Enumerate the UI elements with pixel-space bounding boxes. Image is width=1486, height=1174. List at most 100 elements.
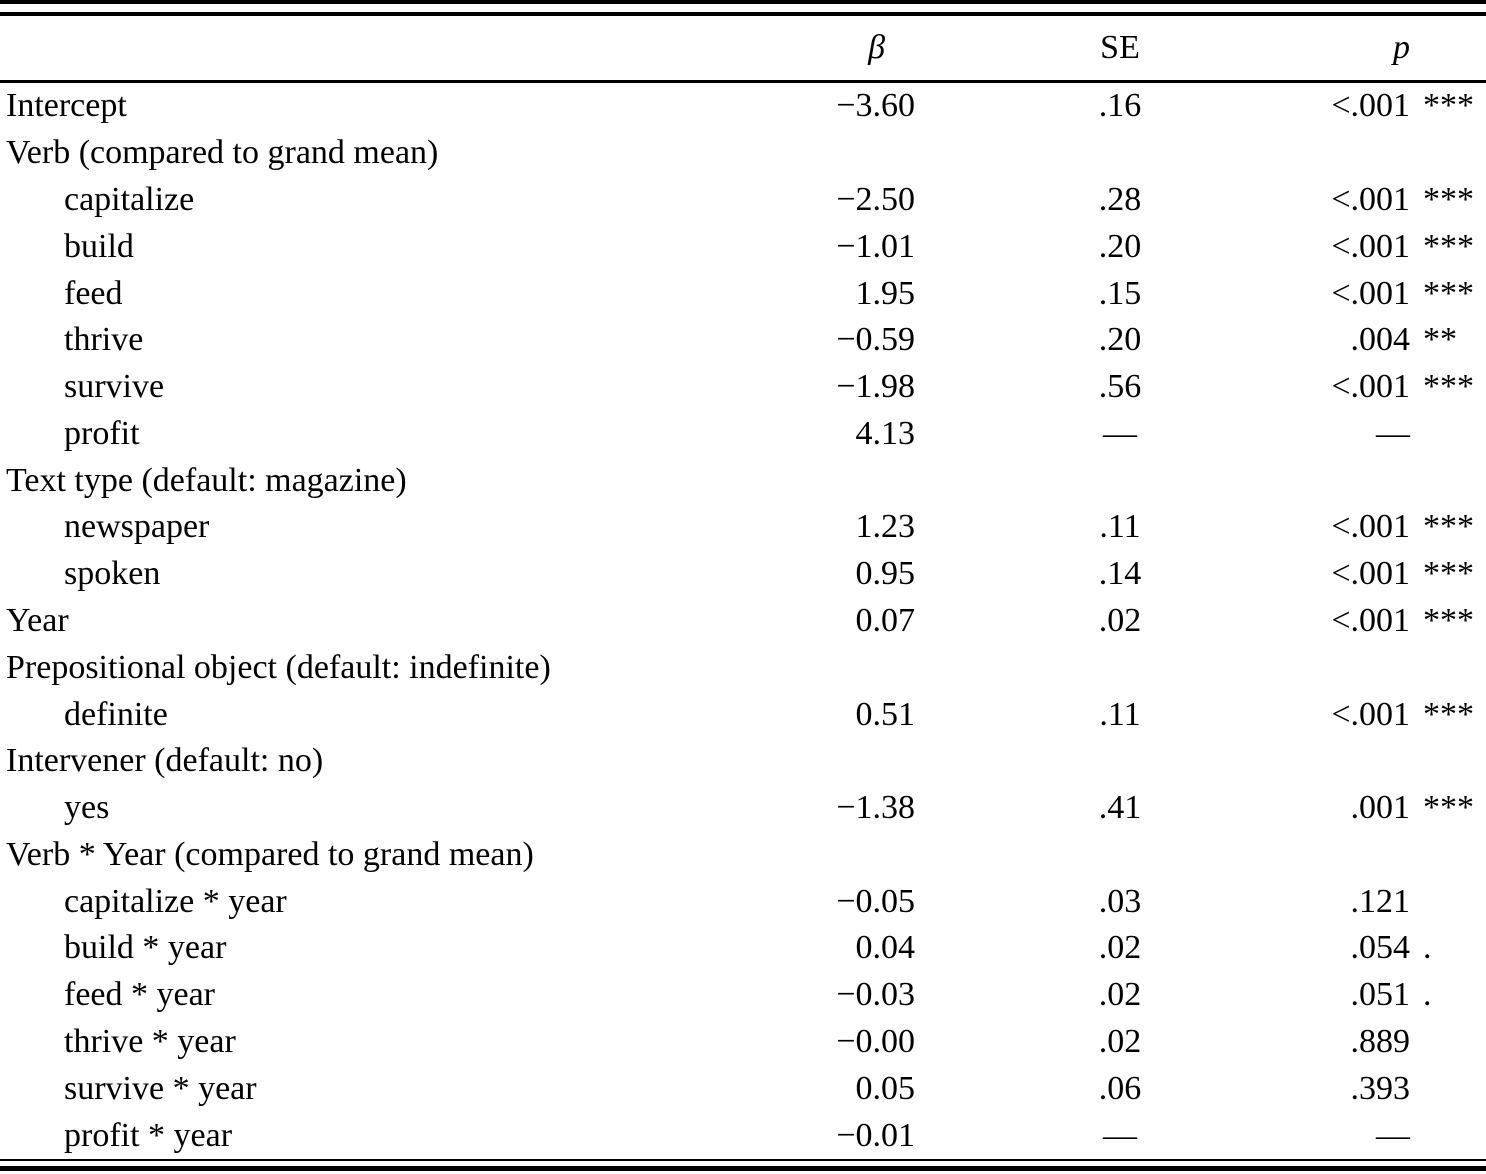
row-label: build * year <box>64 929 227 967</box>
beta-value: −1.98 <box>836 368 915 406</box>
header-se: SE <box>1100 29 1140 66</box>
beta-value: 1.23 <box>855 508 916 546</box>
row-label: profit * year <box>64 1116 233 1154</box>
p-value: — <box>1376 1116 1410 1154</box>
table-row: capitalize −2.50 .28 <.001 *** <box>0 177 1486 224</box>
row-label: thrive * year <box>64 1023 236 1061</box>
bottom-rule-inner <box>0 1159 1486 1161</box>
p-cell: — <box>1235 1117 1486 1155</box>
p-cell: <.001 *** <box>1235 181 1486 219</box>
p-cell: <.001 *** <box>1235 368 1486 406</box>
row-label: Year <box>6 601 69 639</box>
p-value: <.001 <box>1331 555 1410 593</box>
row-label: Intervener (default: no) <box>6 742 324 780</box>
p-cell: <.001 *** <box>1235 696 1486 734</box>
bottom-rule-outer <box>0 1166 1486 1171</box>
header-beta: β <box>868 29 885 66</box>
beta-value: −0.00 <box>836 1023 915 1061</box>
significance-marker: *** <box>1423 601 1474 639</box>
table-row: definite 0.51 .11 <.001 *** <box>0 691 1486 738</box>
p-value: .051 <box>1350 976 1411 1014</box>
p-value: .054 <box>1350 929 1411 967</box>
se-value: .41 <box>1098 789 1142 827</box>
table-row: thrive −0.59 .20 .004 ** <box>0 317 1486 364</box>
se-value: .20 <box>1098 227 1142 265</box>
significance-marker: *** <box>1423 87 1474 125</box>
se-value: .06 <box>1098 1069 1142 1107</box>
row-label: profit <box>64 414 140 452</box>
row-label: newspaper <box>64 508 210 546</box>
table-row: profit 4.13 — — <box>0 410 1486 457</box>
p-value: .889 <box>1350 1023 1411 1061</box>
p-value: <.001 <box>1331 601 1410 639</box>
row-label: Verb * Year (compared to grand mean) <box>6 835 534 873</box>
table-row: Verb * Year (compared to grand mean) <box>0 832 1486 879</box>
p-cell: .004 ** <box>1235 321 1486 359</box>
beta-value: −0.59 <box>836 321 915 359</box>
p-cell: .889 <box>1235 1023 1486 1061</box>
se-value: .02 <box>1098 601 1142 639</box>
beta-value: 4.13 <box>855 414 916 452</box>
row-label: spoken <box>64 555 161 593</box>
significance-marker: ** <box>1423 321 1457 359</box>
top-rule-inner <box>0 12 1486 16</box>
significance-marker: . <box>1423 976 1432 1014</box>
beta-value: −1.38 <box>836 789 915 827</box>
se-value: .11 <box>1099 695 1141 733</box>
se-value: .03 <box>1098 882 1142 920</box>
row-label: Prepositional object (default: indefinit… <box>6 648 551 686</box>
significance-marker: *** <box>1423 227 1474 265</box>
se-value: .02 <box>1098 929 1142 967</box>
row-label: build <box>64 227 134 265</box>
p-value: .001 <box>1350 789 1411 827</box>
p-cell: <.001 *** <box>1235 602 1486 640</box>
p-value: <.001 <box>1331 274 1410 312</box>
p-cell: <.001 *** <box>1235 275 1486 313</box>
p-value: <.001 <box>1331 508 1410 546</box>
se-value: .02 <box>1098 976 1142 1014</box>
row-label: definite <box>64 695 168 733</box>
table-row: newspaper 1.23 .11 <.001 *** <box>0 504 1486 551</box>
table-row: feed 1.95 .15 <.001 *** <box>0 270 1486 317</box>
beta-value: −0.05 <box>836 882 915 920</box>
p-value: <.001 <box>1331 227 1410 265</box>
significance-marker: *** <box>1423 274 1474 312</box>
se-value: — <box>1103 1116 1137 1154</box>
table-row: profit * year −0.01 — — <box>0 1112 1486 1159</box>
row-label: Text type (default: magazine) <box>6 461 407 499</box>
se-value: .20 <box>1098 321 1142 359</box>
p-cell: <.001 *** <box>1235 555 1486 593</box>
significance-marker: *** <box>1423 368 1474 406</box>
header-rule <box>0 80 1486 83</box>
table-row: Verb (compared to grand mean) <box>0 130 1486 177</box>
significance-marker: *** <box>1423 180 1474 218</box>
significance-marker: *** <box>1423 789 1474 827</box>
table-row: survive −1.98 .56 <.001 *** <box>0 364 1486 411</box>
p-cell: .393 <box>1235 1070 1486 1108</box>
p-cell: .051. <box>1235 976 1486 1014</box>
se-value: .14 <box>1098 555 1142 593</box>
p-value: .121 <box>1350 882 1411 920</box>
beta-value: −0.03 <box>836 976 915 1014</box>
row-label: feed <box>64 274 123 312</box>
row-label: survive * year <box>64 1069 257 1107</box>
se-value: .28 <box>1098 180 1142 218</box>
p-value: <.001 <box>1331 180 1410 218</box>
p-value: — <box>1376 414 1410 452</box>
beta-value: −0.01 <box>836 1116 915 1154</box>
table-row: spoken 0.95 .14 <.001 *** <box>0 551 1486 598</box>
beta-value: 0.51 <box>855 695 916 733</box>
table-row: feed * year −0.03 .02 .051. <box>0 972 1486 1019</box>
beta-value: −3.60 <box>836 87 915 125</box>
table-row: Intervener (default: no) <box>0 738 1486 785</box>
table-row: survive * year 0.05 .06 .393 <box>0 1065 1486 1112</box>
p-value: <.001 <box>1331 695 1410 733</box>
table-row: yes −1.38 .41 .001 *** <box>0 785 1486 832</box>
table-row: Text type (default: magazine) <box>0 457 1486 504</box>
table-row: Prepositional object (default: indefinit… <box>0 644 1486 691</box>
row-label: thrive <box>64 321 144 359</box>
significance-marker: *** <box>1423 508 1474 546</box>
row-label: survive <box>64 368 165 406</box>
se-value: .16 <box>1098 87 1142 125</box>
beta-value: 1.95 <box>855 274 916 312</box>
